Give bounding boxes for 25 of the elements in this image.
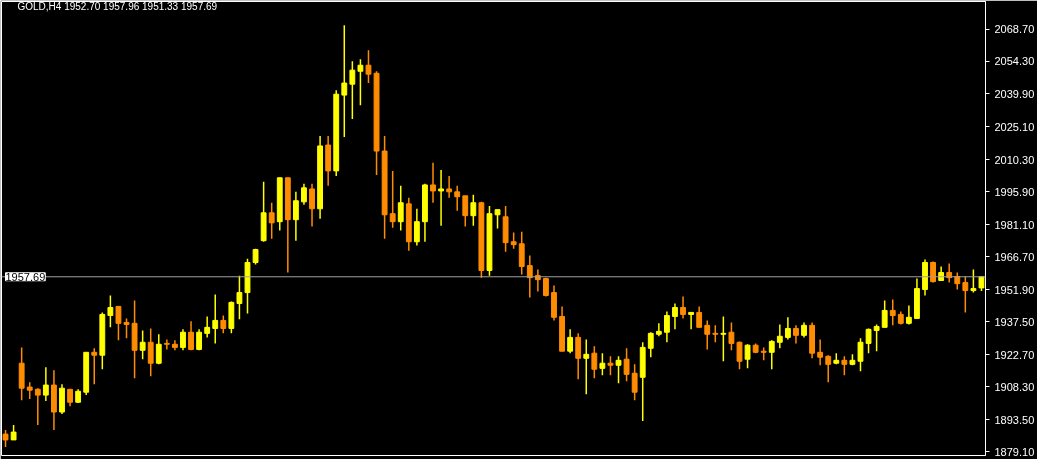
- chart-title: GOLD,H4 1952.70 1957.96 1951.33 1957.69: [17, 1, 218, 12]
- candlestick: [236, 274, 243, 321]
- y-tick-label: 2054.30: [994, 55, 1035, 68]
- candlestick: [744, 343, 751, 370]
- y-tick-label: 1995.90: [994, 185, 1035, 198]
- ref-line-label: 1957.69: [5, 270, 46, 283]
- y-tick-label: 2025.10: [994, 120, 1035, 133]
- candlestick: [615, 355, 622, 385]
- y-tick-label: 1981.10: [994, 218, 1035, 231]
- y-tick-label: 1937.50: [994, 315, 1035, 328]
- candlestick: [91, 347, 98, 385]
- y-tick-label: 2010.30: [994, 153, 1035, 166]
- candlestick: [349, 60, 356, 120]
- y-tick-label: 1922.70: [994, 348, 1035, 361]
- y-tick-label: 2068.70: [994, 23, 1035, 36]
- y-tick-label: 1908.30: [994, 380, 1035, 393]
- candlestick: [341, 24, 348, 138]
- candlestick: [244, 257, 251, 315]
- y-tick-label: 1893.50: [994, 413, 1035, 426]
- candlestick: [720, 315, 727, 362]
- y-tick-label: 2039.90: [994, 87, 1035, 100]
- candlestick: [607, 355, 614, 377]
- y-tick-label: 1879.10: [994, 445, 1035, 458]
- y-tick-label: 1951.90: [994, 283, 1035, 296]
- y-tick-label: 1966.70: [994, 250, 1035, 263]
